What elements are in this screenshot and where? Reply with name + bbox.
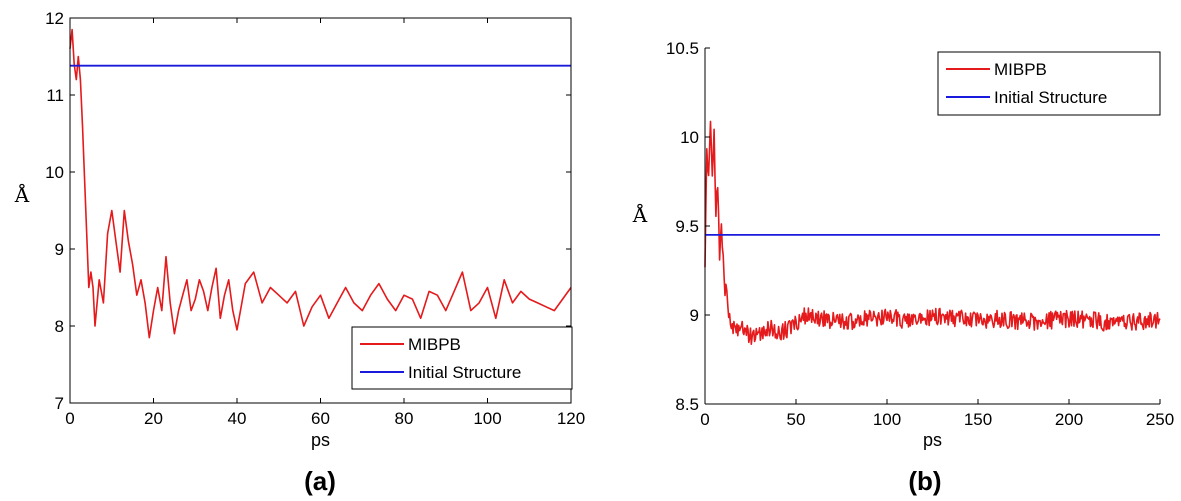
ticks-b: 0 50 100 150 200 250 8.5 9 9.5 10 10.5 [666, 39, 1174, 429]
panel-label-a: (a) [304, 466, 336, 496]
series-line-b-0 [704, 120, 1161, 346]
y-tick-label-b: 8.5 [675, 395, 699, 414]
panel-label-b: (b) [908, 466, 941, 496]
y-tick-label-a: 7 [55, 394, 64, 413]
y-tick-label-a: 11 [46, 86, 64, 105]
legend-label-a-0: MIBPB [408, 335, 461, 354]
x-tick-label-a: 40 [228, 409, 247, 428]
y-tick-label-a: 12 [45, 9, 64, 28]
x-axis-label-b: ps [923, 430, 942, 450]
x-tick-label-b: 100 [873, 410, 901, 429]
x-tick-label-b: 50 [787, 410, 806, 429]
legend-label-a-1: Initial Structure [408, 363, 521, 382]
y-tick-label-a: 9 [55, 240, 64, 259]
legend-box-b [937, 51, 1161, 116]
x-tick-label-a: 0 [65, 409, 74, 428]
series-lines-a [69, 28, 572, 339]
x-tick-label-b: 150 [964, 410, 992, 429]
legend-label-b-0: MIBPB [994, 60, 1047, 79]
y-axis-label-a: Å [14, 182, 30, 207]
x-tick-label-a: 20 [144, 409, 163, 428]
legend-box-a [351, 326, 573, 390]
x-tick-label-b: 200 [1055, 410, 1083, 429]
legend-b: MIBPB Initial Structure [937, 51, 1161, 116]
series-line-a-0 [69, 28, 572, 339]
series-lines-b [704, 120, 1161, 346]
y-tick-label-a: 10 [45, 163, 64, 182]
legend-label-b-1: Initial Structure [994, 88, 1107, 107]
x-tick-label-b: 250 [1146, 410, 1174, 429]
y-axis-label-b: Å [632, 202, 648, 227]
plot-area-a: 0 20 40 60 80 100 120 7 8 9 10 11 12 [45, 9, 585, 428]
x-tick-label-a: 60 [311, 409, 330, 428]
x-axis-label-a: ps [311, 430, 330, 450]
legend-a: MIBPB Initial Structure [351, 326, 573, 390]
y-tick-label-b: 9.5 [675, 217, 699, 236]
chart-panel-b: 0 50 100 150 200 250 8.5 9 9.5 10 10.5 ps Å (b) MI… [632, 39, 1174, 496]
plot-area-b: 0 50 100 150 200 250 8.5 9 9.5 10 10.5 [666, 39, 1174, 429]
y-tick-label-b: 10 [680, 128, 699, 147]
x-tick-label-b: 0 [700, 410, 709, 429]
chart-panel-a: 0 20 40 60 80 100 120 7 8 9 10 11 12 ps Å (a) MIBPB I… [14, 9, 585, 496]
y-tick-label-b: 10.5 [666, 39, 699, 58]
y-tick-label-a: 8 [55, 317, 64, 336]
y-tick-label-b: 9 [690, 306, 699, 325]
x-tick-label-a: 100 [473, 409, 501, 428]
ticks-a: 0 20 40 60 80 100 120 7 8 9 10 11 12 [45, 9, 585, 428]
x-tick-label-a: 80 [395, 409, 414, 428]
x-tick-label-a: 120 [557, 409, 585, 428]
